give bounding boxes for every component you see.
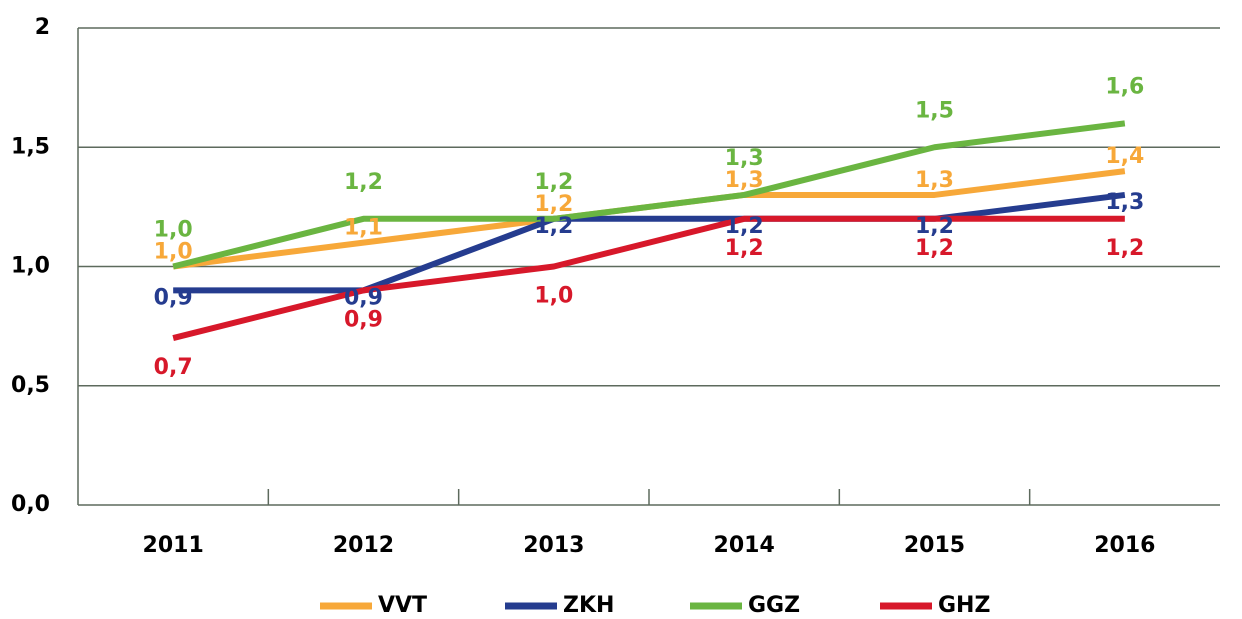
data-label: 1,2: [725, 214, 764, 239]
data-label: 1,2: [1105, 236, 1144, 261]
x-tick-label: 2016: [1094, 533, 1155, 558]
data-label: 1,4: [1105, 144, 1144, 169]
legend-label: GGZ: [748, 593, 800, 618]
x-tick-label: 2011: [143, 533, 204, 558]
data-label: 0,9: [344, 285, 383, 310]
line: [173, 191, 1126, 294]
data-label: 1,0: [534, 284, 573, 309]
x-tick-label: 2014: [714, 533, 775, 558]
y-tick-label: 2: [35, 15, 50, 40]
y-tick-label: 1,0: [11, 254, 50, 279]
data-label: 1,3: [1105, 190, 1144, 215]
data-label: 1,2: [725, 236, 764, 261]
data-label: 1,3: [725, 146, 764, 171]
data-label: 1,2: [534, 192, 573, 217]
line: [172, 215, 1125, 341]
x-tick-label: 2012: [333, 533, 394, 558]
data-label: 0,7: [154, 355, 193, 380]
data-label: 1,2: [534, 170, 573, 195]
x-tick-label: 2013: [523, 533, 584, 558]
data-label: 0,9: [154, 285, 193, 310]
legend-label: VVT: [378, 593, 427, 618]
data-label: 1,0: [154, 240, 193, 265]
data-label: 1,5: [915, 98, 954, 123]
data-label: 1,1: [344, 216, 383, 241]
data-label: 1,2: [915, 214, 954, 239]
line: [172, 120, 1126, 270]
data-label: 1,6: [1105, 74, 1144, 99]
data-label: 1,3: [915, 168, 954, 193]
data-label: 1,2: [915, 236, 954, 261]
legend-label: ZKH: [563, 593, 614, 618]
x-tick-label: 2015: [904, 533, 965, 558]
legend-label: GHZ: [938, 593, 990, 618]
y-tick-label: 0,5: [11, 373, 50, 398]
data-label: 1,2: [344, 170, 383, 195]
data-label: 1,2: [534, 214, 573, 239]
data-label: 0,9: [344, 307, 383, 332]
data-label: 1,0: [154, 218, 193, 243]
data-label: 1,3: [725, 168, 764, 193]
y-tick-label: 0,0: [11, 492, 50, 517]
y-tick-label: 1,5: [11, 134, 50, 159]
